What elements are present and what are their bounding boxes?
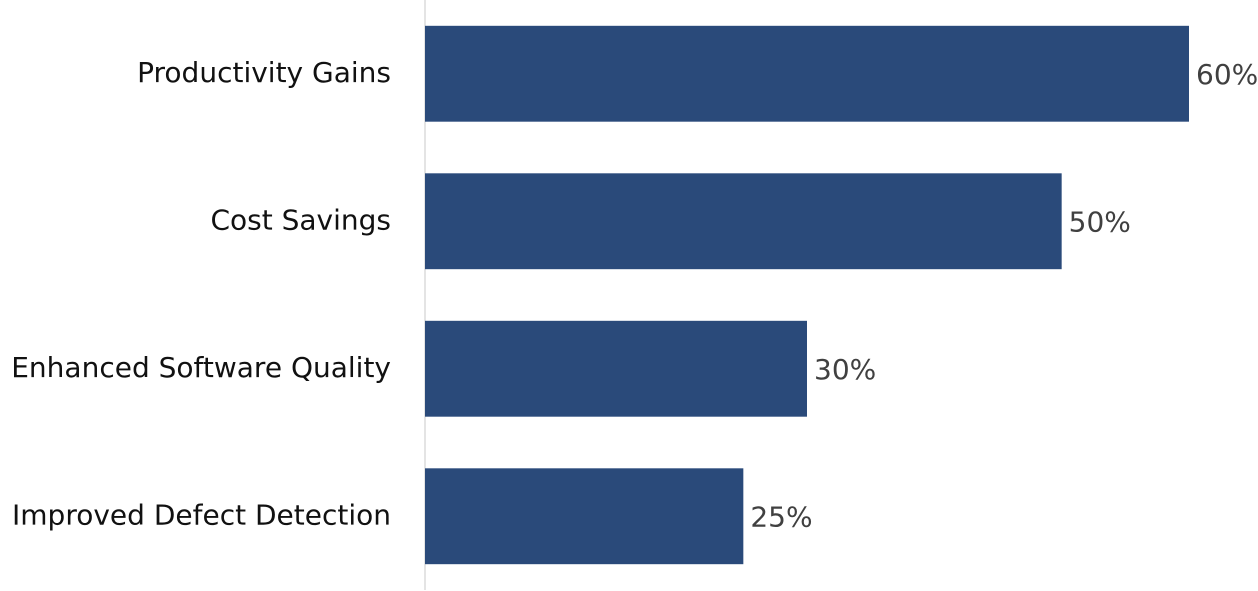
category-label: Enhanced Software Quality — [11, 351, 391, 384]
value-label: 25% — [750, 500, 812, 533]
category-label: Improved Defect Detection — [12, 498, 391, 531]
value-label: 60% — [1196, 58, 1258, 91]
bar — [425, 25, 1189, 122]
category-label: Cost Savings — [210, 203, 391, 236]
value-label: 50% — [1069, 205, 1131, 238]
bar — [425, 173, 1062, 270]
value-label: 30% — [814, 353, 876, 386]
bar — [425, 468, 744, 565]
bar — [425, 320, 807, 417]
category-label: Productivity Gains — [137, 56, 391, 89]
